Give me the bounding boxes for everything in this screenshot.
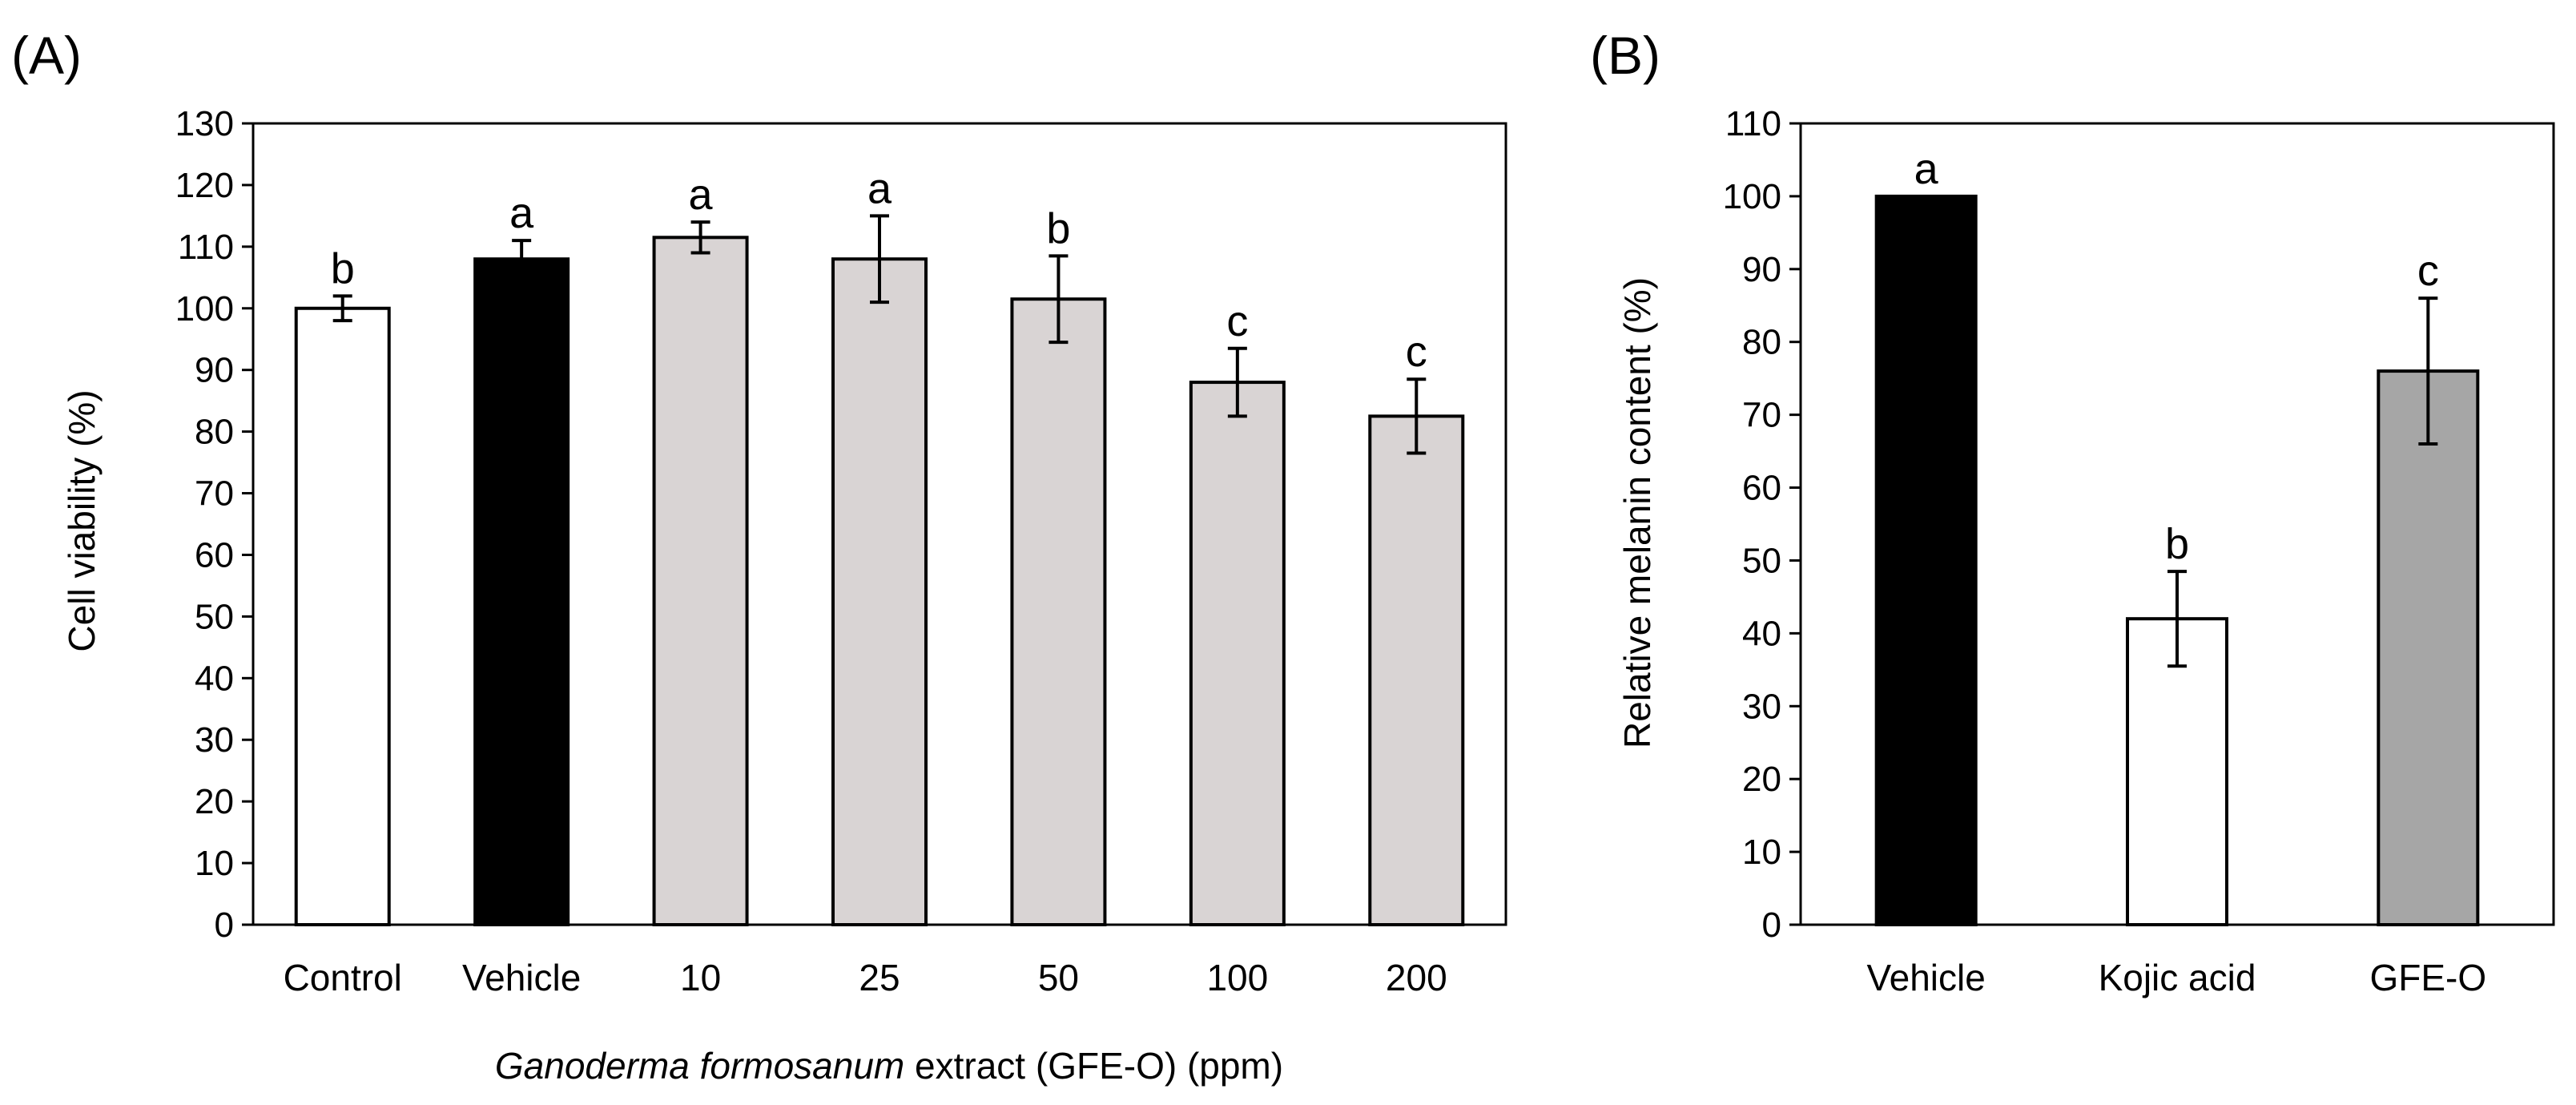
panel-a-plot-area: 0 10 20 30 40 50 60 70 80 90 100 110 120 130 b Control a… — [175, 104, 1507, 998]
panel-a-category-label: 10 — [680, 957, 721, 998]
panel-b-y-tick-label: 100 — [1723, 177, 1781, 216]
chart-panel-a: (A) Cell viability (%) Ganoderma formosa… — [11, 26, 1507, 1087]
panel-a-y-tick-label: 30 — [195, 720, 234, 760]
panel-a-y-tick-label: 120 — [175, 166, 234, 205]
panel-a-bar — [831, 257, 928, 926]
panel-a-y-tick-label: 60 — [195, 535, 234, 575]
panel-a-significance-label: b — [1046, 204, 1070, 252]
panel-a-bar — [1189, 381, 1286, 927]
panel-a-x-axis-title-rest: extract (GFE-O) (ppm) — [904, 1045, 1283, 1087]
panel-a-y-tick-label: 110 — [178, 228, 234, 267]
panel-a-y-axis-title: Cell viability (%) — [61, 389, 103, 651]
panel-a-y-tick-label: 100 — [175, 289, 234, 329]
panel-a-significance-label: b — [331, 244, 355, 292]
panel-a-y-tick-label: 40 — [195, 659, 234, 698]
panel-a-significance-label: c — [1406, 328, 1427, 376]
panel-a-category-label: 25 — [859, 957, 900, 998]
panel-a-significance-label: a — [867, 164, 892, 212]
panel-a-y-tick-label: 90 — [195, 351, 234, 390]
panel-a-y-tick-label: 130 — [175, 104, 234, 143]
panel-b-y-tick-label: 40 — [1742, 614, 1781, 653]
panel-b-category-label: Vehicle — [1866, 957, 1985, 998]
panel-b-plot-area: 0 10 20 30 40 50 60 70 80 90 100 110 a Vehicle b Kojic … — [1723, 104, 2555, 998]
panel-a-category-label: 50 — [1038, 957, 1079, 998]
panel-a-significance-label: a — [509, 189, 534, 237]
panel-a-category-label: Vehicle — [462, 957, 581, 998]
panel-b-significance-label: c — [2417, 247, 2439, 295]
panel-b-y-tick-label: 80 — [1742, 323, 1781, 362]
panel-b-y-tick-label: 20 — [1742, 760, 1781, 799]
panel-a-bar — [1010, 297, 1107, 926]
panel-a-significance-label: c — [1226, 297, 1248, 345]
panel-a-y-tick-label: 50 — [195, 597, 234, 636]
panel-a-bar — [1368, 414, 1465, 926]
panel-a-x-axis-title: Ganoderma formosanum extract (GFE-O) (pp… — [495, 1045, 1283, 1087]
panel-b-category-label: Kojic acid — [2099, 957, 2256, 998]
panel-b-y-tick-label: 50 — [1742, 541, 1781, 580]
chart-panel-b: (B) Relative melanin content (%) 0 10 20 30… — [1590, 26, 2555, 998]
panel-a-x-axis-title-italic: Ganoderma formosanum — [495, 1045, 904, 1087]
panel-a-y-tick-label: 10 — [195, 844, 234, 883]
panel-a-label: (A) — [11, 26, 82, 85]
panel-b-significance-label: a — [1914, 145, 1939, 193]
panel-a-y-tick-label: 0 — [215, 905, 234, 945]
panel-b-significance-label: b — [2165, 520, 2189, 568]
panel-b-y-tick-label: 30 — [1742, 687, 1781, 726]
panel-a-bar — [294, 306, 391, 926]
panel-b-y-axis-title: Relative melanin content (%) — [1616, 277, 1658, 748]
panel-a-bar — [652, 236, 749, 926]
panel-b-bar — [2126, 617, 2228, 926]
panel-a-category-label: 100 — [1206, 957, 1268, 998]
panel-b-y-tick-label: 10 — [1742, 833, 1781, 872]
panel-a-bar — [473, 257, 570, 926]
panel-a-significance-label: a — [689, 171, 714, 219]
panel-b-y-tick-label: 90 — [1742, 250, 1781, 289]
panel-b-bar — [2377, 369, 2480, 927]
panel-a-y-tick-label: 70 — [195, 474, 234, 514]
panel-a-y-tick-label: 20 — [195, 782, 234, 821]
panel-b-y-tick-label: 110 — [1725, 104, 1781, 143]
panel-b-y-tick-label: 70 — [1742, 396, 1781, 435]
panel-b-y-tick-label: 60 — [1742, 469, 1781, 508]
panel-b-y-tick-label: 0 — [1762, 905, 1781, 945]
panel-a-category-label: 200 — [1386, 957, 1447, 998]
panel-b-bar — [1874, 194, 1978, 926]
panel-b-label: (B) — [1590, 26, 1660, 85]
panel-a-category-label: Control — [284, 957, 402, 998]
panel-b-category-label: GFE-O — [2369, 957, 2486, 998]
panel-a-y-tick-label: 80 — [195, 413, 234, 452]
